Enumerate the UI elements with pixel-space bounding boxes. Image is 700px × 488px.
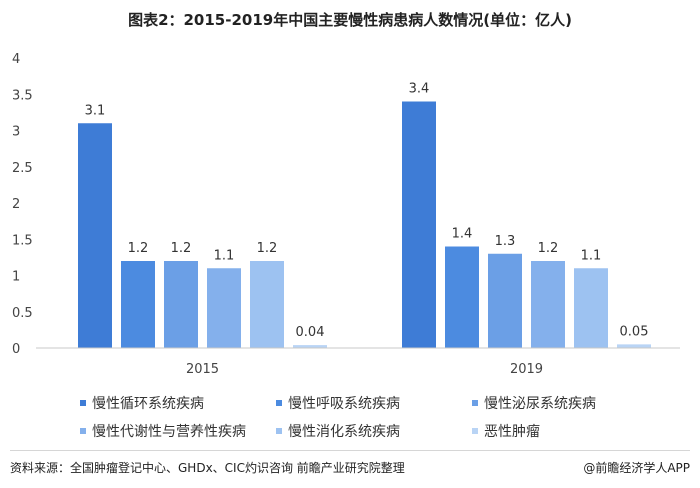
value-label: 1.1	[214, 248, 235, 263]
y-tick-label: 2	[12, 197, 20, 212]
legend-swatch	[80, 400, 86, 406]
legend-swatch	[276, 400, 282, 406]
source-note: 资料来源：全国肿瘤登记中心、GHDx、CIC灼识咨询 前瞻产业研究院整理	[10, 461, 405, 475]
legend-label: 恶性肿瘤	[484, 424, 540, 440]
value-label: 0.04	[296, 325, 325, 340]
legend-label: 慢性泌尿系统疾病	[484, 396, 596, 412]
legend: 慢性循环系统疾病 慢性呼吸系统疾病 慢性泌尿系统疾病慢性代谢性与营养性疾病 慢性消化系…	[80, 393, 680, 441]
value-label: 1.2	[128, 241, 149, 256]
legend-item: 慢性呼吸系统疾病	[276, 393, 472, 413]
bar-chart: 0 0.5 1 1.5 2 2.5 3 3.5 4 3.1 1.2 1.2 1.1 1.2 0.04 3.4…	[12, 52, 680, 377]
bar-2019-4	[531, 261, 565, 348]
y-axis: 0 0.5 1 1.5 2 2.5 3 3.5 4	[12, 52, 33, 357]
legend-swatch	[80, 428, 86, 434]
legend-swatch	[276, 428, 282, 434]
legend-label: 慢性代谢性与营养性疾病	[92, 424, 246, 440]
y-tick-label: 0.5	[12, 306, 33, 321]
y-tick-label: 2.5	[12, 161, 33, 176]
value-label: 1.2	[538, 241, 559, 256]
bar-2015-6	[293, 345, 327, 348]
x-axis: 2015 2019	[186, 362, 543, 377]
bar-2019-1	[402, 101, 436, 348]
value-label: 1.4	[452, 227, 473, 242]
legend-item: 慢性消化系统疾病	[276, 421, 472, 441]
y-tick-label: 1.5	[12, 233, 33, 248]
x-category-label: 2019	[510, 362, 543, 377]
brand-label: @前瞻经济学人APP	[583, 461, 690, 475]
legend-label: 慢性消化系统疾病	[288, 424, 400, 440]
y-tick-label: 3	[12, 125, 20, 140]
bars	[78, 101, 651, 348]
value-label: 1.1	[581, 248, 602, 263]
value-labels: 3.1 1.2 1.2 1.1 1.2 0.04 3.4 1.4 1.3 1.2 1.1 0.05	[85, 82, 649, 341]
bar-2019-2	[445, 246, 479, 348]
value-label: 1.3	[495, 234, 516, 249]
bar-2015-1	[78, 123, 112, 348]
bar-2019-5	[574, 268, 608, 348]
bar-2015-4	[207, 268, 241, 348]
legend-item: 慢性泌尿系统疾病	[472, 393, 668, 413]
bar-2019-6	[617, 344, 651, 348]
chart-title: 图表2：2015-2019年中国主要慢性病患病人数情况(单位：亿人)	[128, 11, 572, 29]
y-tick-label: 0	[12, 342, 20, 357]
legend-item: 慢性代谢性与营养性疾病	[80, 421, 276, 441]
bar-2015-5	[250, 261, 284, 348]
legend-swatch	[472, 400, 478, 406]
value-label: 1.2	[171, 241, 192, 256]
bar-2015-2	[121, 261, 155, 348]
footer-divider	[10, 450, 690, 451]
value-label: 3.4	[409, 82, 430, 97]
legend-label: 慢性循环系统疾病	[92, 396, 204, 412]
legend-label: 慢性呼吸系统疾病	[288, 396, 400, 412]
value-label: 0.05	[620, 324, 649, 339]
x-category-label: 2015	[186, 362, 219, 377]
legend-item: 慢性循环系统疾病	[80, 393, 276, 413]
value-label: 1.2	[257, 241, 278, 256]
y-tick-label: 3.5	[12, 88, 33, 103]
value-label: 3.1	[85, 103, 106, 118]
y-tick-label: 1	[12, 270, 20, 285]
y-tick-label: 4	[12, 52, 20, 67]
bar-2015-3	[164, 261, 198, 348]
bar-2019-3	[488, 253, 522, 348]
legend-item: 恶性肿瘤	[472, 421, 668, 441]
legend-swatch	[472, 428, 478, 434]
